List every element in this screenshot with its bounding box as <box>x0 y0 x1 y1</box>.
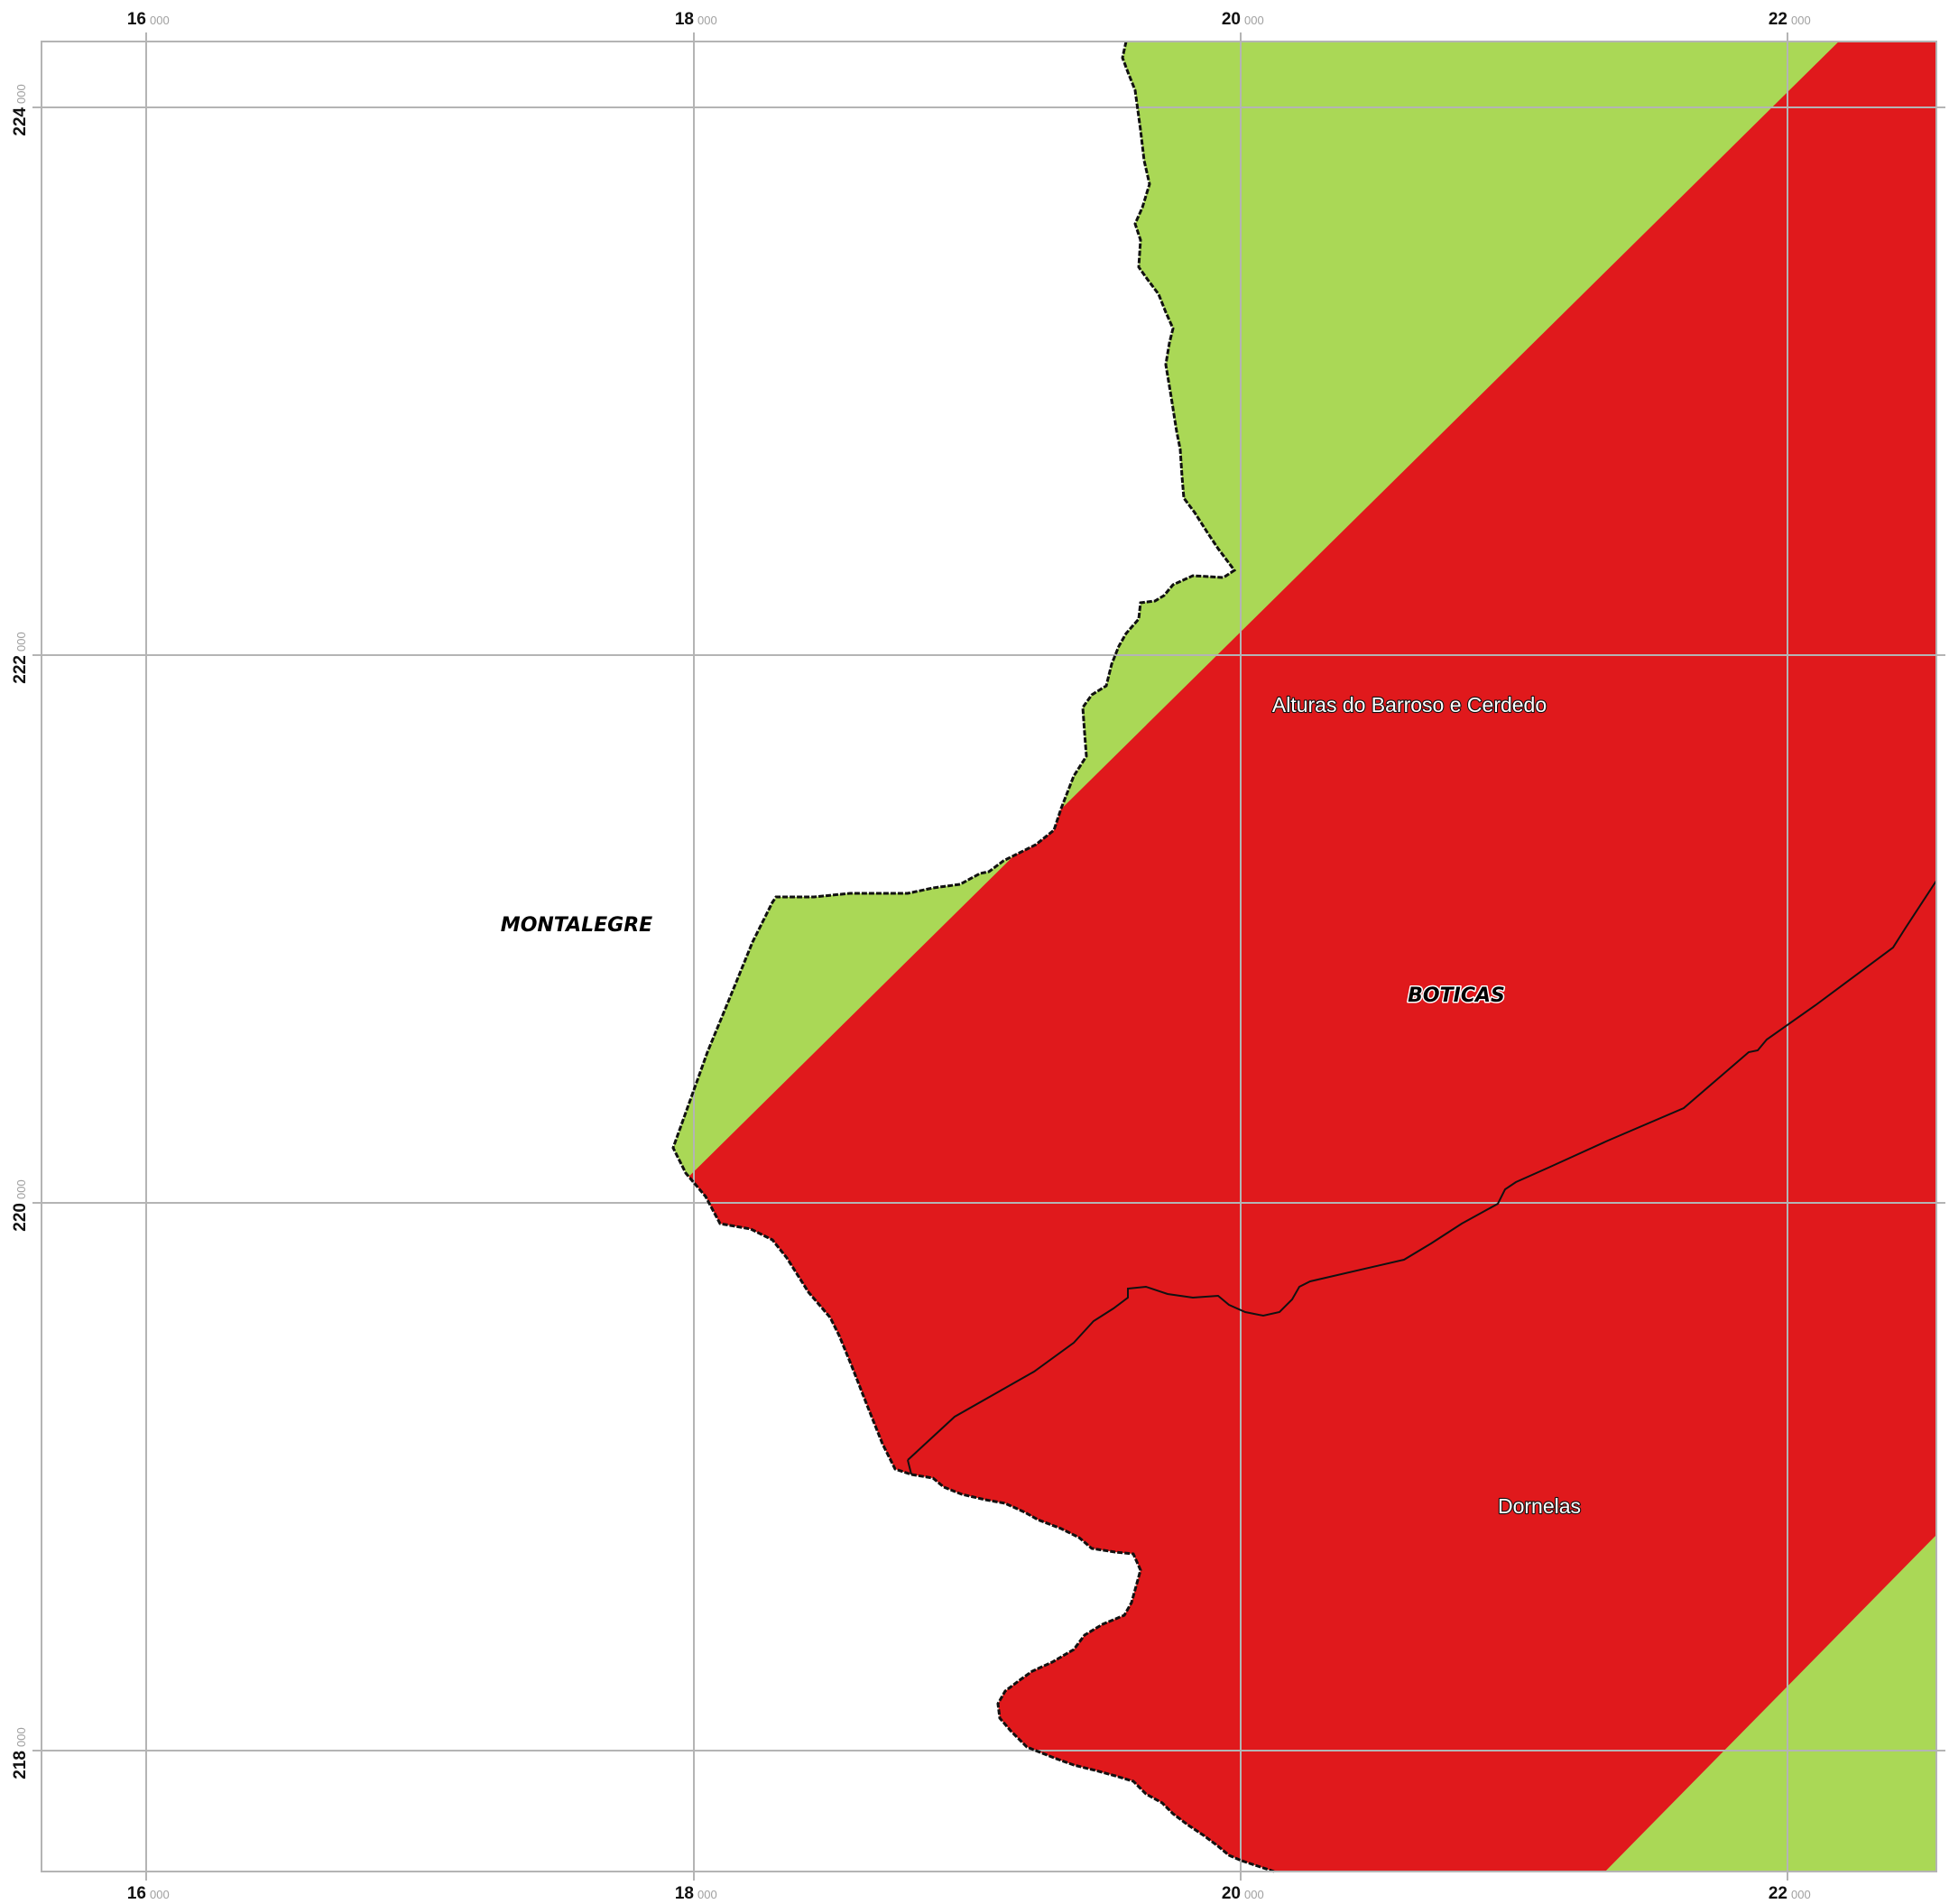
label-boticas: BOTICAS <box>1408 984 1505 1007</box>
x-label-bottom-22: 22 <box>1769 1884 1787 1903</box>
y-label-218-minor: 000 <box>14 1727 28 1747</box>
x-label-bottom-20-minor: 000 <box>1244 1888 1264 1901</box>
x-label-bottom-16: 16 <box>127 1884 146 1903</box>
x-label-top-16: 16 <box>127 10 146 29</box>
x-label-top-18: 18 <box>675 10 694 29</box>
left-coordinate-labels: 224 000 222 000 220 000 218 000 <box>11 84 30 1779</box>
x-label-bottom-18: 18 <box>675 1884 694 1903</box>
x-label-top-20: 20 <box>1222 10 1241 29</box>
top-coordinate-labels: 16 000 18 000 20 000 22 000 <box>127 10 1811 29</box>
y-label-220: 220 <box>11 1203 30 1232</box>
x-label-top-22-minor: 000 <box>1791 14 1811 27</box>
y-label-222-minor: 000 <box>14 632 28 652</box>
x-label-top-16-minor: 000 <box>150 14 170 27</box>
label-montalegre: MONTALEGRE <box>501 914 652 937</box>
x-label-bottom-18-minor: 000 <box>697 1888 717 1901</box>
municipality-boundary <box>671 41 1275 1873</box>
bottom-coordinate-labels: 16 000 18 000 20 000 22 000 <box>127 1884 1811 1903</box>
parish-boundaries <box>907 880 1937 1475</box>
y-label-224: 224 <box>11 107 30 136</box>
x-label-top-18-minor: 000 <box>697 14 717 27</box>
parish-boundary-spur <box>907 1459 912 1475</box>
y-label-218: 218 <box>11 1751 30 1779</box>
map-frame-border <box>41 41 1937 1872</box>
label-dornelas: Dornelas <box>1498 1494 1581 1518</box>
y-label-222: 222 <box>11 655 30 684</box>
x-label-bottom-16-minor: 000 <box>150 1888 170 1901</box>
y-label-224-minor: 000 <box>14 84 28 104</box>
parish-boundary-north-south <box>907 880 1937 1461</box>
x-label-bottom-20: 20 <box>1222 1884 1241 1903</box>
graticule <box>42 42 1936 1872</box>
label-alturas-do-barroso-e-cerdedo: Alturas do Barroso e Cerdedo <box>1272 693 1547 716</box>
x-label-top-20-minor: 000 <box>1244 14 1264 27</box>
red-zone-band <box>673 42 1936 1872</box>
grid-edge-ticks <box>32 32 1945 1881</box>
y-label-220-minor: 000 <box>14 1179 28 1199</box>
x-label-bottom-22-minor: 000 <box>1791 1888 1811 1901</box>
x-label-top-22: 22 <box>1769 10 1787 29</box>
